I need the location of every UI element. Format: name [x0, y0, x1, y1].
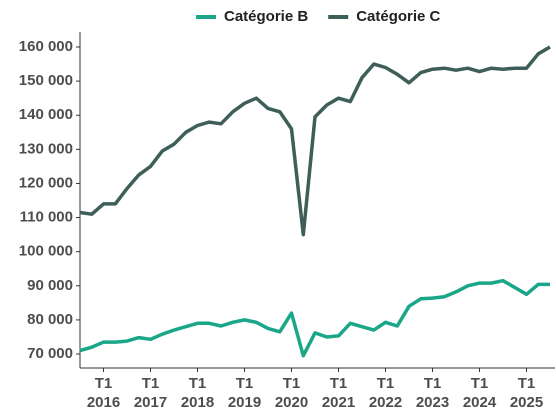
y-tick-label: 100 000: [19, 243, 73, 260]
x-tick-label: T1 2020: [275, 375, 308, 411]
legend-item: Catégorie C: [328, 8, 441, 25]
x-tick-label: T1 2017: [134, 375, 167, 411]
x-tick-label: T1 2025: [510, 375, 543, 411]
y-tick-label: 70 000: [27, 345, 73, 362]
legend-text: Catégorie B: [224, 8, 308, 25]
series-line: [79, 45, 551, 237]
y-tick-label: 130 000: [19, 140, 73, 157]
y-tick-label: 80 000: [27, 311, 73, 328]
series-line: [79, 278, 550, 358]
x-tick-label: T1 2024: [463, 375, 497, 411]
y-tick-label: 140 000: [19, 106, 73, 123]
x-tick-label: T1 2016: [87, 375, 120, 411]
y-tick-label: 160 000: [19, 38, 73, 55]
x-tick-label: T1 2018: [181, 375, 214, 411]
x-tick-label: T1 2021: [322, 375, 355, 411]
y-tick-label: 90 000: [27, 277, 73, 294]
y-tick-label: 120 000: [19, 174, 73, 191]
y-tick-label: 150 000: [19, 72, 73, 89]
x-tick-label: T1 2019: [228, 375, 261, 411]
x-tick-label: T1 2023: [416, 375, 449, 411]
legend-item: Catégorie B: [196, 8, 308, 25]
legend-text: Catégorie C: [356, 8, 440, 25]
x-tick-label: T1 2022: [369, 375, 402, 411]
y-tick-label: 110 000: [20, 209, 73, 226]
